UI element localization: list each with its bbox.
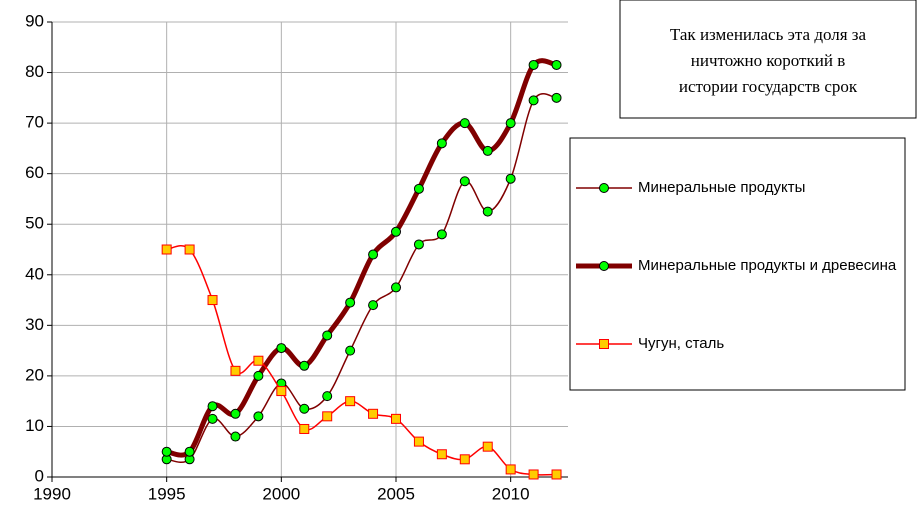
marker <box>459 118 470 129</box>
marker <box>276 386 287 397</box>
marker <box>230 365 241 376</box>
marker <box>253 370 264 381</box>
x-tick-label: 1990 <box>33 484 71 503</box>
marker <box>528 59 539 70</box>
marker <box>207 295 218 306</box>
marker <box>345 396 356 407</box>
marker <box>505 118 516 129</box>
marker <box>436 138 447 149</box>
y-tick-label: 10 <box>25 416 44 435</box>
x-tick-label: 1995 <box>148 484 186 503</box>
marker <box>207 413 218 424</box>
annotation: истории государств срок <box>679 77 858 96</box>
marker <box>391 226 401 237</box>
marker <box>345 297 356 308</box>
marker <box>207 401 218 412</box>
marker <box>413 436 424 447</box>
marker <box>299 403 310 414</box>
annotation: Так изменилась эта доля за <box>670 25 867 44</box>
y-tick-label: 40 <box>25 264 44 283</box>
marker <box>528 95 539 106</box>
marker <box>230 408 241 419</box>
marker <box>482 441 493 452</box>
marker <box>482 145 493 156</box>
legend-label: Минеральные продукты <box>638 179 805 196</box>
marker <box>436 449 447 460</box>
marker <box>482 206 493 217</box>
marker <box>528 469 539 480</box>
y-tick-label: 80 <box>25 62 44 81</box>
marker <box>599 339 609 349</box>
marker <box>391 282 401 293</box>
marker <box>299 423 310 434</box>
marker <box>253 411 264 422</box>
y-tick-label: 20 <box>25 365 44 384</box>
marker <box>345 345 356 356</box>
marker <box>368 249 379 260</box>
y-tick-label: 0 <box>35 466 44 485</box>
marker <box>322 411 333 422</box>
marker <box>230 431 241 442</box>
marker <box>322 330 333 341</box>
marker <box>184 446 195 457</box>
legend-label: Чугун, сталь <box>638 335 724 352</box>
marker <box>391 413 401 424</box>
x-tick-label: 2005 <box>377 484 415 503</box>
marker <box>368 408 379 419</box>
annotation-box <box>619 0 917 119</box>
marker <box>436 229 447 240</box>
marker <box>322 391 333 402</box>
y-tick-label: 50 <box>25 214 44 233</box>
y-tick-label: 70 <box>25 113 44 132</box>
marker <box>459 176 470 187</box>
series-line <box>166 58 558 458</box>
marker <box>505 173 516 184</box>
marker <box>599 183 609 193</box>
marker <box>459 454 470 465</box>
marker <box>551 469 562 480</box>
legend-label: Минеральные продукты и древесина <box>638 257 897 274</box>
marker <box>551 92 562 103</box>
marker <box>184 244 195 255</box>
marker <box>551 59 562 70</box>
y-tick-label: 90 <box>25 11 44 30</box>
marker <box>413 183 424 194</box>
marker <box>161 446 172 457</box>
marker <box>413 239 424 250</box>
x-tick-label: 2000 <box>262 484 300 503</box>
marker <box>505 464 516 475</box>
x-tick-label: 2010 <box>492 484 530 503</box>
marker <box>276 343 287 354</box>
marker <box>368 300 379 311</box>
marker <box>253 355 264 366</box>
marker <box>161 244 172 255</box>
annotation: ничтожно короткий в <box>691 51 845 70</box>
marker <box>599 261 609 271</box>
marker <box>299 360 310 371</box>
y-tick-label: 30 <box>25 315 44 334</box>
grid: 0 10 20 30 40 50 60 70 80 90 1990 1995 2000 2005 2010 <box>25 11 568 503</box>
y-tick-label: 60 <box>25 163 44 182</box>
